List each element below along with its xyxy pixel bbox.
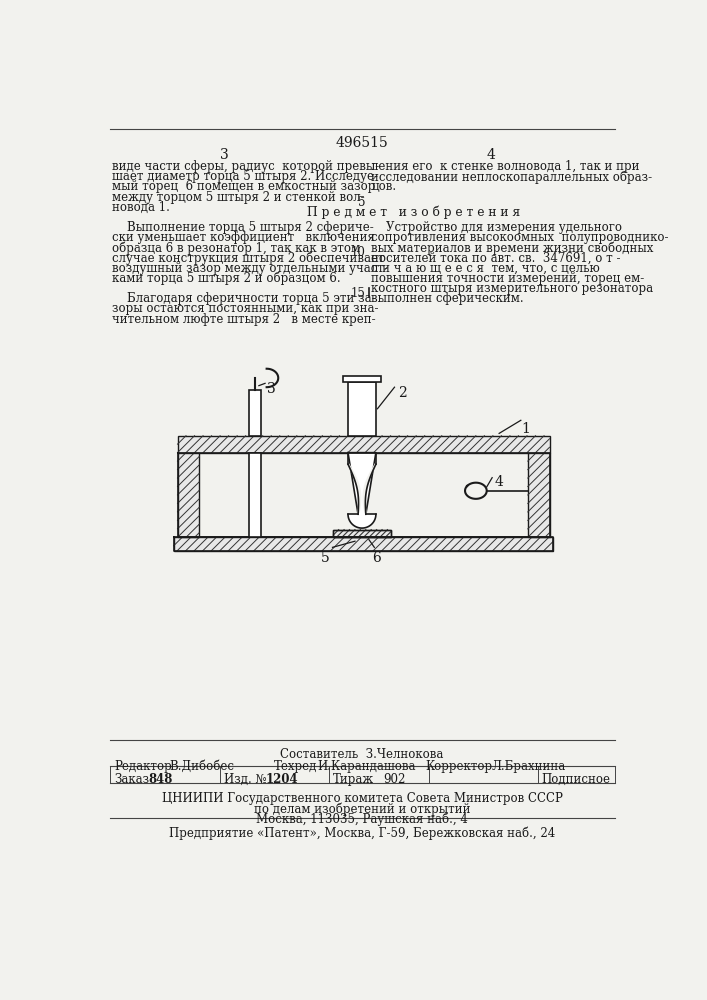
Text: чительном люфте штыря 2   в месте креп-: чительном люфте штыря 2 в месте креп- <box>112 312 375 326</box>
Text: носителей тока по авт. св.  347691, о т -: носителей тока по авт. св. 347691, о т - <box>371 252 621 265</box>
Text: Тираж: Тираж <box>332 773 373 786</box>
Text: В.Дибобес: В.Дибобес <box>170 760 235 773</box>
Text: 2: 2 <box>398 386 407 400</box>
Text: повышения точности измерений, торец ем-: повышения точности измерений, торец ем- <box>371 272 645 285</box>
Text: Выполнение торца 5 штыря 2 сфериче-: Выполнение торца 5 штыря 2 сфериче- <box>112 221 373 234</box>
Text: 15: 15 <box>351 287 366 300</box>
Text: 4: 4 <box>494 475 503 489</box>
Bar <box>333 530 392 537</box>
Text: Редактор: Редактор <box>114 760 172 773</box>
Text: ления его  к стенке волновода 1, так и при: ления его к стенке волновода 1, так и пр… <box>371 160 640 173</box>
Text: цов.: цов. <box>371 180 397 193</box>
Text: костного штыря измерительного резонатора: костного штыря измерительного резонатора <box>371 282 653 295</box>
Text: образца 6 в резонатор 1, так как в этом: образца 6 в резонатор 1, так как в этом <box>112 241 360 255</box>
Text: вых материалов и времени жизни свободных: вых материалов и времени жизни свободных <box>371 241 654 255</box>
Text: Техред: Техред <box>274 760 317 773</box>
Polygon shape <box>348 453 376 514</box>
Text: 4: 4 <box>487 148 496 162</box>
Text: шает диаметр торца 5 штыря 2. Исследуе-: шает диаметр торца 5 штыря 2. Исследуе- <box>112 170 378 183</box>
Text: мый торец  6 помещен в емкостный зазор: мый торец 6 помещен в емкостный зазор <box>112 180 375 193</box>
Bar <box>348 382 376 436</box>
Bar <box>177 453 199 537</box>
Bar <box>528 453 549 537</box>
Text: П р е д м е т   и з о б р е т е н и я: П р е д м е т и з о б р е т е н и я <box>308 206 520 219</box>
Bar <box>343 376 381 382</box>
Text: Корректор: Корректор <box>426 760 493 773</box>
Text: 1204: 1204 <box>265 773 298 786</box>
Bar <box>333 530 392 537</box>
Polygon shape <box>348 514 376 528</box>
Bar <box>249 453 261 537</box>
Text: новода 1.: новода 1. <box>112 201 170 214</box>
Text: 10: 10 <box>351 246 366 259</box>
Text: 6: 6 <box>373 551 381 565</box>
Bar <box>249 389 261 436</box>
Text: ками торца 5 штыря 2 и образцом 6.: ками торца 5 штыря 2 и образцом 6. <box>112 272 340 285</box>
Text: 1: 1 <box>521 422 530 436</box>
Text: Л.Брахнина: Л.Брахнина <box>491 760 566 773</box>
Text: сопротивления высокоомных  полупроводнико-: сопротивления высокоомных полупроводнико… <box>371 231 669 244</box>
Text: ски уменьшает коэффициент   включения: ски уменьшает коэффициент включения <box>112 231 375 244</box>
Text: И.Карандашова: И.Карандашова <box>317 760 416 773</box>
Bar <box>177 453 549 537</box>
Text: между торцом 5 штыря 2 и стенкой вол-: между торцом 5 штыря 2 и стенкой вол- <box>112 191 364 204</box>
Text: 902: 902 <box>383 773 405 786</box>
Text: ЦНИИПИ Государственного комитета Совета Министров СССР: ЦНИИПИ Государственного комитета Совета … <box>161 792 562 805</box>
Text: воздушный зазор между отдельными участ-: воздушный зазор между отдельными участ- <box>112 262 387 275</box>
Text: Благодаря сферичности торца 5 эти за-: Благодаря сферичности торца 5 эти за- <box>112 292 375 305</box>
Text: зоры остаются постоянными, как при зна-: зоры остаются постоянными, как при зна- <box>112 302 378 315</box>
Text: 3: 3 <box>267 382 275 396</box>
Text: 5: 5 <box>358 196 366 209</box>
Text: 496515: 496515 <box>336 136 388 150</box>
Text: Москва, 113035, Раушская наб., 4: Москва, 113035, Раушская наб., 4 <box>256 812 468 826</box>
Text: л и ч а ю щ е е с я  тем, что, с целью: л и ч а ю щ е е с я тем, что, с целью <box>371 262 600 275</box>
Text: Заказ: Заказ <box>114 773 149 786</box>
Text: исследовании неплоскопараллельных образ-: исследовании неплоскопараллельных образ- <box>371 170 653 184</box>
Text: Устройство для измерения удельного: Устройство для измерения удельного <box>371 221 622 234</box>
Text: виде части сферы, радиус  которой превы-: виде части сферы, радиус которой превы- <box>112 160 379 173</box>
Text: Изд. №: Изд. № <box>224 773 267 786</box>
Text: случае конструкция штыря 2 обеспечивает: случае конструкция штыря 2 обеспечивает <box>112 252 384 265</box>
Text: выполнен сферическим.: выполнен сферическим. <box>371 292 524 305</box>
Text: по делам изобретений и открытий: по делам изобретений и открытий <box>254 802 470 816</box>
Bar <box>177 436 549 453</box>
Text: 848: 848 <box>149 773 173 786</box>
Text: Подписное: Подписное <box>541 773 610 786</box>
Text: Составитель  З.Челнокова: Составитель З.Челнокова <box>280 748 443 761</box>
Text: 5: 5 <box>320 551 329 565</box>
Text: 3: 3 <box>220 148 228 162</box>
Bar <box>174 537 554 551</box>
Text: Предприятие «Патент», Москва, Г-59, Бережковская наб., 24: Предприятие «Патент», Москва, Г-59, Бере… <box>169 826 555 840</box>
